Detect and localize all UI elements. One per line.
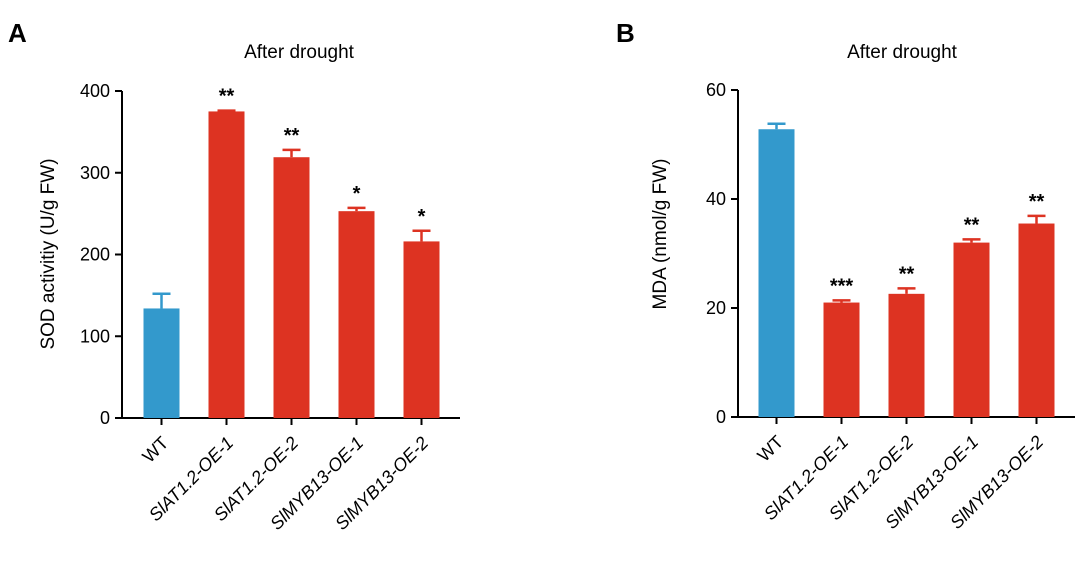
- panel-b-bar: [953, 242, 990, 417]
- panel-a-y-tick-label: 100: [80, 326, 110, 346]
- panel-a-category-label: WT: [138, 433, 172, 467]
- panel-b-title: After drought: [847, 42, 958, 63]
- panel-a-y-tick-label: 200: [80, 245, 110, 265]
- panel-b-y-tick-label: 0: [716, 407, 726, 427]
- panel-a-significance-label: **: [284, 125, 300, 147]
- panel-a-label: A: [8, 18, 27, 48]
- panel-b-label: B: [616, 18, 635, 48]
- panel-b-significance-label: ***: [830, 275, 854, 297]
- panel-b-category-label: WT: [753, 432, 787, 466]
- panel-b-y-tick-label: 20: [706, 298, 726, 318]
- panel-a-bar: [208, 111, 245, 418]
- panel-b-bar: [888, 293, 925, 417]
- panel-b-bar: [823, 302, 860, 417]
- panel-b-significance-label: **: [1029, 191, 1045, 213]
- panel-a-y-axis-label: SOD activitiy (U/g FW): [38, 158, 59, 349]
- panel-b: B After drought MDA (nmol/g FW) 0 20 40 60 W…: [616, 18, 1075, 533]
- panel-b-bar: [758, 129, 795, 418]
- panel-b-bar: [1018, 223, 1055, 417]
- panel-b-significance-label: **: [964, 214, 980, 236]
- panel-a-title: After drought: [244, 42, 355, 63]
- panel-b-y-tick-label: 60: [706, 80, 726, 100]
- panel-a-significance-label: *: [418, 206, 426, 228]
- panel-a-y-tick-label: 0: [100, 408, 110, 428]
- panel-a-significance-label: *: [353, 183, 361, 205]
- panel-b-y-tick-label: 40: [706, 189, 726, 209]
- panel-a-y-tick-label: 400: [80, 81, 110, 101]
- panel-a-y-tick-label: 300: [80, 163, 110, 183]
- panel-b-significance-label: **: [899, 263, 915, 285]
- panel-a-bar: [403, 241, 440, 418]
- panel-a-bar: [273, 157, 310, 418]
- panel-a: A After drought SOD activitiy (U/g FW) 0…: [8, 18, 460, 534]
- panel-b-y-axis-label: MDA (nmol/g FW): [650, 159, 671, 310]
- panel-a-significance-label: **: [219, 86, 235, 108]
- panel-a-bar: [338, 211, 375, 418]
- panel-a-bar: [143, 308, 180, 418]
